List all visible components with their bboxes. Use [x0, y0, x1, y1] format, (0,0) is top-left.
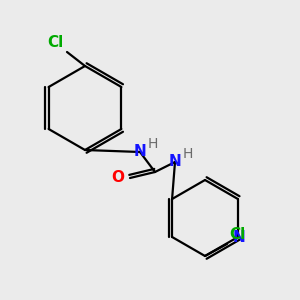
Text: O: O — [111, 170, 124, 185]
Text: H: H — [183, 147, 193, 161]
Text: N: N — [232, 230, 245, 244]
Text: N: N — [169, 154, 182, 169]
Text: N: N — [134, 145, 146, 160]
Text: Cl: Cl — [229, 227, 245, 242]
Text: Cl: Cl — [48, 35, 64, 50]
Text: H: H — [148, 137, 158, 151]
